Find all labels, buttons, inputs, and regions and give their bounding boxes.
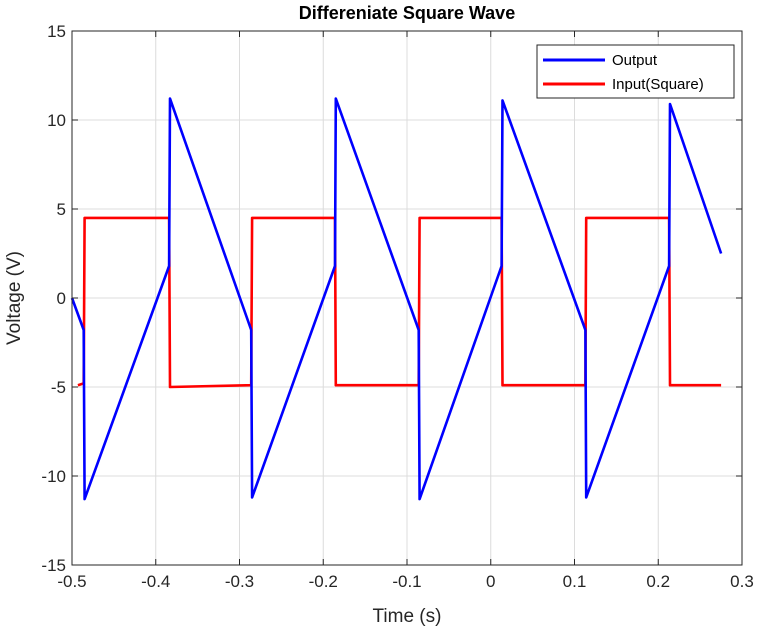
series-layer [70,97,723,501]
x-tick-label: 0.3 [730,572,754,591]
x-tick-label: 0 [486,572,495,591]
x-tick-label: -0.5 [57,572,86,591]
x-tick-label: -0.2 [309,572,338,591]
x-tick-label: -0.1 [392,572,421,591]
y-tick-label: -5 [51,378,66,397]
x-tick-label: -0.4 [141,572,170,591]
y-tick-label: 0 [57,289,66,308]
x-axis-label: Time (s) [373,606,442,627]
y-tick-label: 15 [47,22,66,41]
series-line-input [77,216,722,389]
y-tick-label: -10 [41,467,66,486]
series-line-output [70,97,723,501]
x-tick-label: -0.3 [225,572,254,591]
x-tick-label: 0.1 [563,572,587,591]
y-tick-label: 5 [57,200,66,219]
tick-labels: -0.5 -0.4 -0.3 -0.2 -0.1 0 0.1 0.2 0.3 -15 -10 -5 0 5… [41,22,753,591]
y-axis-label: Voltage (V) [4,251,25,345]
legend: Output Input(Square) [536,44,735,99]
legend-label-output: Output [612,52,658,69]
x-tick-label: 0.2 [646,572,670,591]
y-tick-label: 10 [47,111,66,130]
y-tick-label: -15 [41,556,66,575]
legend-box [536,44,735,99]
chart-title: Differeniate Square Wave [299,3,515,23]
legend-label-input: Input(Square) [612,76,704,93]
